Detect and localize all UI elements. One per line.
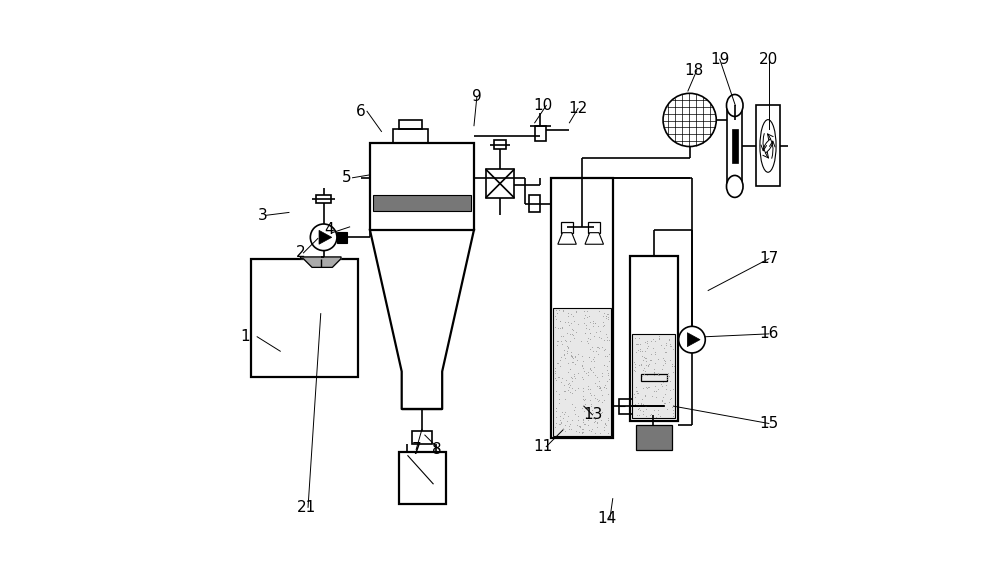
Text: 21: 21	[297, 500, 316, 515]
Bar	[535, 126, 546, 141]
Ellipse shape	[760, 120, 776, 172]
Text: 8: 8	[432, 442, 441, 457]
Bar	[732, 128, 738, 163]
Text: 13: 13	[583, 407, 602, 422]
Circle shape	[679, 327, 705, 353]
Text: 6: 6	[356, 104, 366, 119]
Bar	[727, 106, 742, 187]
Ellipse shape	[726, 175, 743, 198]
Bar	[630, 256, 678, 421]
Bar	[636, 425, 672, 450]
Text: 14: 14	[597, 511, 617, 526]
Bar	[399, 120, 422, 128]
Polygon shape	[301, 257, 341, 267]
Text: 3: 3	[258, 208, 268, 223]
Bar	[316, 195, 331, 203]
Polygon shape	[585, 232, 604, 244]
Polygon shape	[558, 232, 576, 244]
Bar	[645, 399, 661, 415]
Text: 12: 12	[568, 101, 588, 116]
Bar	[756, 106, 780, 187]
Bar	[529, 195, 540, 213]
Circle shape	[663, 94, 716, 146]
Text: 10: 10	[534, 98, 553, 113]
Bar	[553, 309, 611, 436]
Bar	[641, 374, 667, 381]
Text: 15: 15	[759, 416, 778, 431]
Circle shape	[310, 224, 337, 250]
Text: 16: 16	[759, 327, 779, 342]
Ellipse shape	[726, 95, 743, 116]
Bar	[551, 178, 613, 438]
Bar	[337, 232, 347, 242]
Text: 5: 5	[342, 170, 352, 185]
Bar	[486, 169, 514, 198]
Text: 9: 9	[472, 89, 482, 105]
Bar	[251, 259, 358, 377]
Text: 18: 18	[684, 63, 703, 78]
Polygon shape	[319, 230, 332, 244]
Bar	[561, 223, 573, 232]
Bar	[494, 140, 506, 149]
Bar	[399, 453, 446, 504]
Bar	[632, 335, 675, 418]
Text: 11: 11	[534, 439, 553, 454]
Text: 19: 19	[710, 52, 729, 67]
Bar	[373, 195, 471, 211]
Bar	[393, 128, 428, 143]
Polygon shape	[687, 333, 700, 347]
Bar	[619, 399, 633, 414]
Bar	[412, 431, 432, 444]
Text: 17: 17	[759, 251, 778, 266]
Text: 7: 7	[411, 442, 421, 457]
Text: 1: 1	[241, 329, 250, 345]
Text: 2: 2	[296, 245, 305, 260]
Bar	[370, 143, 474, 230]
Bar	[588, 223, 600, 232]
Text: 4: 4	[325, 223, 334, 237]
Text: 20: 20	[759, 52, 778, 67]
